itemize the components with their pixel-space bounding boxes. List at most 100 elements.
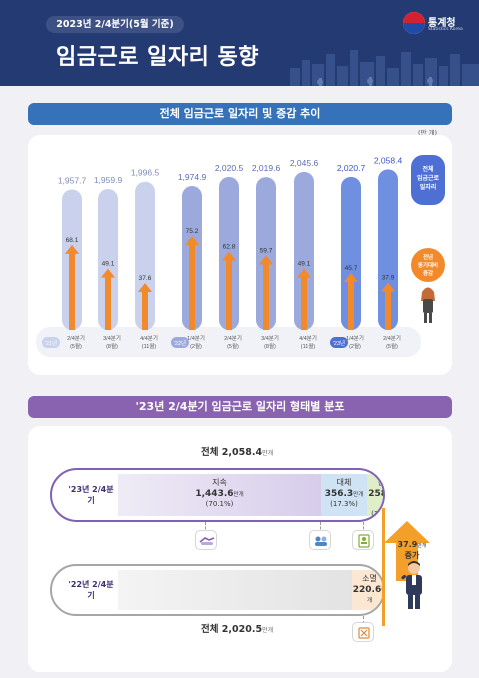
change-arrow-head <box>297 268 311 278</box>
increase-label: 37.9만개 증가 <box>397 540 427 560</box>
category-label-month: (8월) <box>106 342 118 350</box>
trend-bar-chart: 1,957.768.12/4분기(5월)1,959.949.13/4분기(8월)… <box>36 155 445 357</box>
category-label-month: (11월) <box>301 342 316 350</box>
change-value-label: 62.8 <box>223 244 236 251</box>
year-badge-label: '22년 <box>174 339 186 347</box>
closed-job-icon <box>352 622 374 642</box>
category-label-month: (11월) <box>142 342 157 350</box>
category-label-month: (2월) <box>349 342 361 350</box>
segment-new: 신규 258.6만개 (12.6%) <box>367 474 385 518</box>
year-badge-label: '21년 <box>45 339 57 347</box>
segment-keep: 지속 1,443.6만개 (70.1%) <box>118 474 321 516</box>
keep-value: 1,443.6 <box>195 489 234 499</box>
distribution-panel: 전체 2,058.4만개 '23년 2/4분기 지속 1,443.6만개 (70… <box>28 426 452 672</box>
total-22-value: 2,020.5 <box>221 624 263 635</box>
change-arrow-head <box>138 283 152 292</box>
connector-closed <box>363 616 364 624</box>
keep-name: 지속 <box>212 478 227 487</box>
man-character-illustration <box>401 561 422 609</box>
woman-character-illustration <box>421 287 435 323</box>
legend-change-text: 전년 <box>423 253 433 261</box>
change-arrow-head <box>381 282 395 292</box>
change-arrow-shaft <box>348 280 354 330</box>
increase-bracket <box>382 508 385 626</box>
replace-value: 356.3 <box>324 489 354 499</box>
period-label: 2023년 2/4분기(5월 기준) <box>46 16 184 33</box>
distribution-row-2022: '22년 2/4분기 소멸 220.6만개 <box>50 564 385 616</box>
change-value-label: 49.1 <box>298 261 311 268</box>
keep-pct: (70.1%) <box>205 500 234 508</box>
new-pct: (12.6%) <box>371 510 383 518</box>
legend-total-bubble <box>411 155 445 205</box>
category-label-month: (5월) <box>386 342 398 350</box>
year-badge <box>171 337 189 348</box>
closed-name: 소멸 <box>362 574 377 583</box>
change-value-label: 68.1 <box>66 237 79 244</box>
change-value-label: 45.7 <box>345 265 358 272</box>
section2-title: '23년 2/4분기 임금근로 일자리 형태별 분포 <box>28 396 452 418</box>
total-value-label: 1,974.9 <box>178 172 207 182</box>
total-23-value: 2,058.4 <box>221 447 263 458</box>
total-bar <box>294 171 314 330</box>
legend-change-text: 동기대비 <box>418 261 438 269</box>
category-label-month: (5월) <box>227 342 239 350</box>
total-value-label: 2,058.4 <box>374 155 403 165</box>
new-hire-icon <box>352 530 374 550</box>
year-badge <box>42 337 60 348</box>
change-arrow-shaft <box>189 244 195 330</box>
change-arrow-head <box>65 244 79 254</box>
change-arrow-head <box>101 268 115 278</box>
category-label: 4/4분기 <box>140 334 158 342</box>
replace-pct: (17.3%) <box>330 500 358 508</box>
segment-closed: 소멸 220.6만개 <box>352 570 383 610</box>
change-arrow-shaft <box>69 252 75 330</box>
total-value-label: 2,020.5 <box>215 163 244 173</box>
legend-total-text: 임금근로 <box>417 174 440 182</box>
total-bar <box>135 181 155 330</box>
new-value: 258.6 <box>368 489 383 499</box>
change-value-label: 37.6 <box>139 275 152 282</box>
legend-change-bubble <box>411 248 445 282</box>
row-2022-label: '22년 2/4분기 <box>68 580 114 600</box>
city-skyline-illustration <box>290 50 479 86</box>
change-arrow-shaft <box>263 263 269 330</box>
total-value-label: 1,957.7 <box>58 175 87 185</box>
change-arrow-shaft <box>385 290 391 330</box>
segment-2022-base <box>118 570 352 610</box>
change-arrow-head <box>344 272 358 282</box>
increase-value: 37.9 <box>397 540 418 549</box>
total-value-label: 2,019.6 <box>252 163 281 173</box>
handshake-icon <box>195 530 217 550</box>
category-label: 2/4분기 <box>67 334 85 342</box>
legend-total-text: 일자리 <box>420 183 437 191</box>
total-22-label: 전체 2,020.5만개 <box>201 624 274 635</box>
replace-name: 대체 <box>336 478 352 487</box>
change-arrow-head <box>222 251 236 261</box>
category-label-month: (5월) <box>70 342 82 350</box>
category-label: 2/4분기 <box>383 334 401 342</box>
segment-replace: 대체 356.3만개 (17.3%) <box>321 474 367 516</box>
total-bar <box>256 177 276 330</box>
change-value-label: 49.1 <box>102 261 115 268</box>
people-swap-icon <box>309 530 331 550</box>
category-label: 2/4분기 <box>224 334 242 342</box>
category-label: 3/4분기 <box>261 334 279 342</box>
total-bar <box>98 189 118 330</box>
org-name: 통계청 <box>428 18 456 29</box>
new-name: 신규 <box>377 478 385 487</box>
category-label: 4/4분기 <box>299 334 317 342</box>
change-value-label: 75.2 <box>186 228 199 235</box>
total-bar <box>341 176 361 330</box>
year-badge <box>330 337 348 348</box>
category-axis-band <box>36 327 421 357</box>
total-value-label: 1,996.5 <box>131 168 160 178</box>
row-2023-label: '23년 2/4분기 <box>68 485 114 505</box>
page-title: 임금근로 일자리 동향 <box>56 45 259 70</box>
category-label: 1/4분기 <box>346 334 364 342</box>
chart-unit-label: (만 개) <box>418 129 438 137</box>
statistics-korea-logo: 통계청 Statistics Korea <box>403 12 469 36</box>
change-arrow-head <box>259 255 273 265</box>
legend-total-text: 전체 <box>422 165 434 173</box>
legend-change-text: 증감 <box>423 269 433 277</box>
taegeuk-icon <box>403 12 425 34</box>
